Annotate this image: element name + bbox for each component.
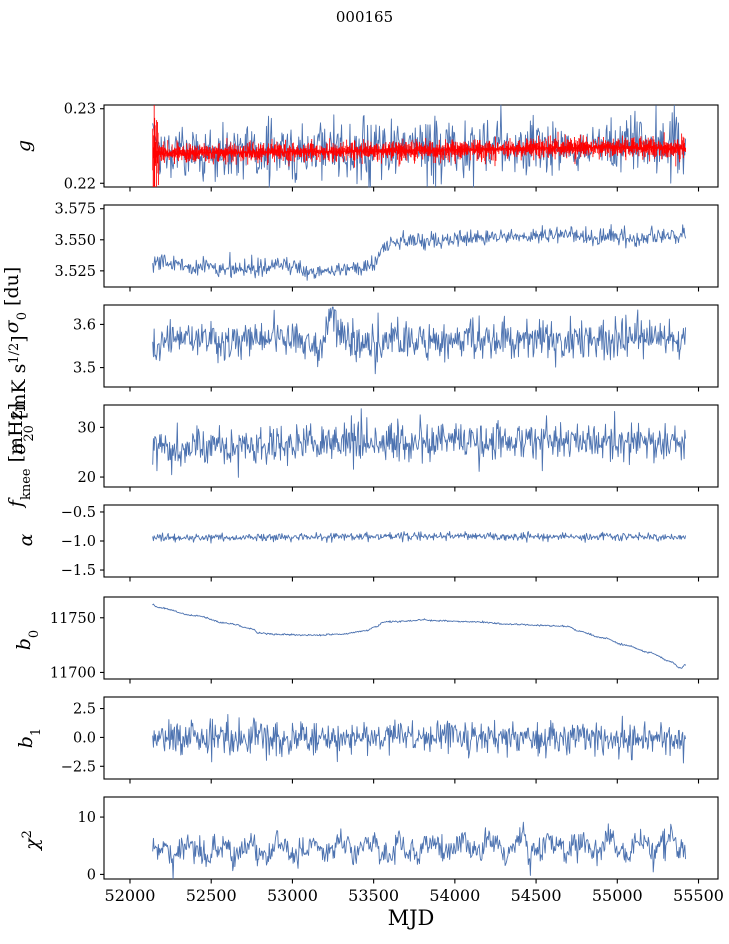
xtick-label: 55000 — [592, 886, 643, 905]
panel-5: −0.5 −1.0 −1.5 — [61, 504, 719, 582]
ylabel: α — [15, 533, 37, 546]
ytick-label: −1.0 — [61, 534, 96, 550]
ylabel-fknee: fknee [mHz] — [5, 403, 34, 509]
ytick-label: 20 — [78, 470, 96, 486]
ytick-label: −0.5 — [61, 505, 96, 521]
ytick-label: 30 — [78, 420, 96, 436]
xaxis-title: MJD — [388, 906, 435, 930]
panel-1: 0.22 0.23 — [64, 102, 719, 192]
xtick-label: 52500 — [186, 886, 237, 905]
panel-6: 11700 11750 — [50, 596, 719, 684]
ytick-label: 11700 — [50, 665, 96, 681]
ylabel: g — [13, 140, 35, 152]
panel-5-frame — [103, 504, 719, 578]
xtick-label: 55500 — [673, 886, 724, 905]
series-b0 — [152, 603, 686, 669]
series-alpha — [152, 530, 686, 544]
figure-title: 000165 — [335, 8, 394, 26]
panel-1-frame — [103, 104, 719, 188]
panel-8: 0 10 52000 52500 53000 53500 54000 54500 55000 55… — [78, 796, 724, 905]
ytick-label: −2.5 — [61, 759, 96, 775]
xtick-label: 53000 — [267, 886, 318, 905]
ytick-label: 2.5 — [73, 702, 96, 718]
ylabel-chi2: χ2 — [20, 830, 44, 852]
panel-3-frame — [103, 304, 719, 388]
panel-7: −2.5 0.0 2.5 — [61, 696, 719, 784]
ytick-label: 3.575 — [54, 202, 96, 218]
ytick-label: 0.22 — [64, 176, 96, 192]
ytick-label: 3.5 — [73, 361, 96, 377]
xtick-label: 52000 — [105, 886, 156, 905]
series-sigma0 — [152, 224, 686, 281]
ytick-label: 11750 — [50, 611, 96, 627]
panel-6-frame — [103, 596, 719, 680]
panel-2: 3.525 3.550 3.575 — [54, 202, 719, 292]
panel-3: 3.5 3.6 — [73, 304, 719, 392]
series-b1 — [152, 713, 686, 764]
panel-2-frame — [103, 204, 719, 288]
series-sigma20 — [152, 306, 686, 375]
ylabel-b1: b1 — [15, 728, 44, 748]
panel-4-frame — [103, 404, 719, 488]
panel-8-frame — [103, 796, 719, 880]
ytick-label: 10 — [78, 810, 96, 826]
ytick-label: −1.5 — [61, 563, 96, 579]
series-chi2 — [152, 821, 686, 880]
ytick-label: 3.6 — [73, 317, 96, 333]
ytick-label: 0.23 — [64, 102, 96, 118]
xtick-label: 54500 — [511, 886, 562, 905]
ytick-label: 0 — [87, 867, 96, 883]
series-g-model — [152, 105, 686, 187]
ytick-label: 3.525 — [54, 264, 96, 280]
ylabel-b0: b0 — [13, 630, 42, 650]
xtick-label: 54000 — [429, 886, 480, 905]
ylabel-sigma0: σ0 [du] — [1, 267, 30, 334]
panel-7-frame — [103, 696, 719, 780]
ytick-label: 0.0 — [73, 730, 96, 746]
ytick-label: 3.550 — [54, 233, 96, 249]
xtick-label: 53500 — [348, 886, 399, 905]
series-fknee — [152, 408, 686, 478]
ylabel-sigma20: σ20 [mK s1/2] — [7, 335, 37, 454]
